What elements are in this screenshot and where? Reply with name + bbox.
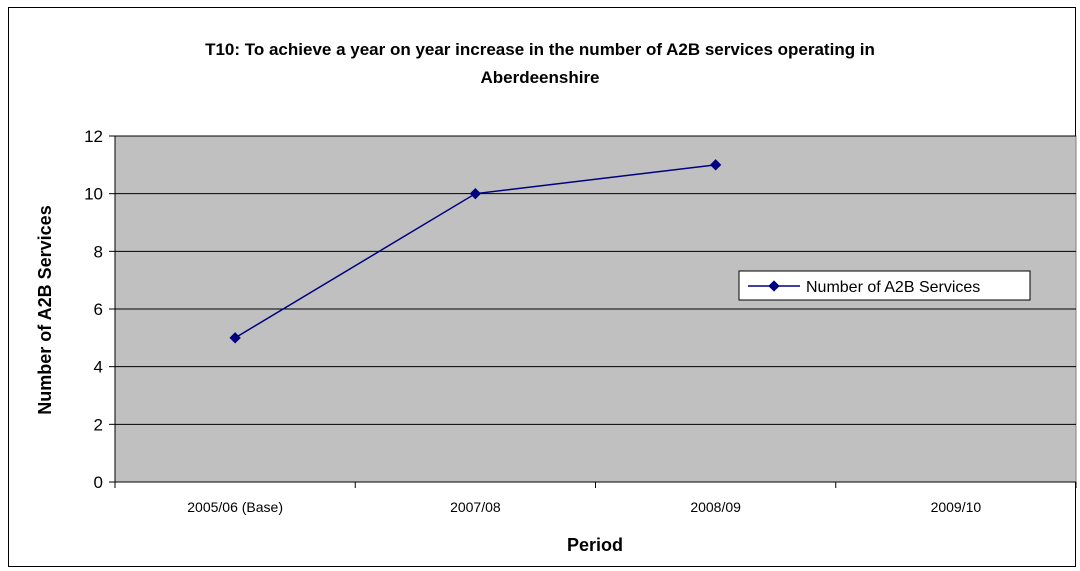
x-tick-label: 2007/08 — [450, 499, 501, 515]
y-tick-label: 2 — [94, 415, 103, 434]
legend-marker-swatch — [768, 280, 780, 292]
chart-title-line-1: T10: To achieve a year on year increase … — [205, 40, 875, 59]
data-point — [469, 188, 482, 200]
legend-box — [738, 270, 1031, 301]
chart-title-line-2: Aberdeenshire — [480, 68, 599, 87]
legend: Number of A2B Services — [738, 270, 1031, 301]
y-tick-label: 6 — [94, 300, 103, 319]
y-tick-label: 8 — [94, 242, 103, 261]
y-tick-label: 12 — [84, 127, 103, 146]
data-point — [229, 332, 241, 344]
x-tick-labels: 2005/06 (Base) 2007/08 2008/09 2009/10 — [187, 499, 981, 515]
gridlines — [115, 135, 1076, 425]
x-tick-label: 2005/06 (Base) — [187, 499, 283, 515]
series-layer — [229, 159, 722, 344]
y-tick-label: 0 — [94, 473, 103, 492]
x-axis-title: Period — [567, 535, 623, 555]
x-tick-label: 2008/09 — [690, 499, 741, 515]
x-tick-label: 2009/10 — [931, 499, 982, 515]
y-axis-title: Number of A2B Services — [35, 205, 55, 414]
data-point — [709, 159, 722, 171]
axes — [109, 135, 1077, 488]
y-tick-label: 10 — [84, 185, 103, 204]
legend-label: Number of A2B Services — [806, 279, 980, 296]
y-tick-label: 4 — [94, 358, 103, 377]
y-tick-labels: 0 2 4 6 8 10 12 — [84, 127, 103, 492]
